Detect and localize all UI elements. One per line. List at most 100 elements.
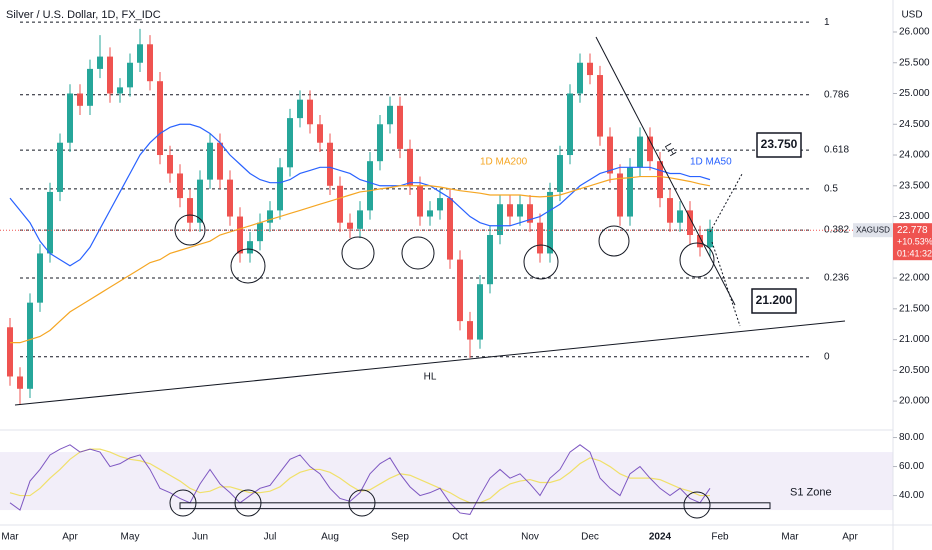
fib-label: 0 [824, 351, 830, 362]
price-tag [893, 223, 932, 261]
x-tick-label: Aug [321, 532, 339, 543]
candle-body [327, 142, 333, 186]
x-tick-label: Feb [711, 532, 729, 543]
x-tick-label: Jul [264, 532, 277, 543]
candle-body [117, 87, 123, 94]
candle-body [447, 198, 453, 260]
x-tick-label: Nov [521, 532, 539, 543]
x-tick-label: Mar [1, 532, 19, 543]
ma-label: 1D MA50 [690, 157, 732, 168]
candle-body [147, 44, 153, 82]
candle-body [307, 99, 313, 125]
x-tick-label: Apr [842, 532, 858, 543]
candle-body [407, 148, 413, 186]
fib-label: 1 [824, 17, 830, 28]
candle-body [527, 204, 533, 223]
y-tick-label: 23.000 [899, 211, 930, 222]
candle-body [697, 234, 703, 248]
candle-body [77, 93, 83, 106]
zone [179, 502, 771, 510]
target-label: 23.750 [761, 137, 798, 151]
candle-body [97, 56, 103, 69]
candle-body [387, 105, 393, 125]
candle-body [487, 234, 493, 285]
candle-body [637, 136, 643, 168]
fib-label: 0.382 [824, 225, 849, 236]
candle-body [367, 161, 373, 211]
candle-body [397, 105, 403, 149]
candle-body [507, 204, 513, 217]
arrow [711, 241, 741, 327]
candle-body [237, 216, 243, 254]
candle-body [107, 56, 113, 94]
candle-body [467, 321, 473, 340]
candle-body [167, 155, 173, 174]
candle-body [557, 155, 563, 192]
x-tick-label: 2024 [649, 532, 672, 543]
circles [169, 214, 715, 519]
candle-body [537, 222, 543, 254]
trendline [14, 320, 846, 406]
y-tick-label: 26.000 [899, 27, 930, 38]
candle-body [477, 284, 483, 340]
candle-body [17, 376, 23, 389]
candle-body [267, 210, 273, 223]
rsi-tick-label: 60.00 [899, 461, 924, 472]
candle-body [417, 185, 423, 217]
candle-body [87, 68, 93, 106]
rsi-line [9, 444, 711, 515]
y-tick-label: 24.000 [899, 150, 930, 161]
candle-body [277, 167, 283, 211]
candle-body [177, 173, 183, 199]
annotation: HL [424, 372, 437, 383]
candle-body [227, 179, 233, 217]
candle-body [127, 62, 133, 88]
y-tick-label: 24.500 [899, 119, 930, 130]
x-tick-label: Jun [192, 532, 208, 543]
candle-body [657, 161, 663, 199]
candle-body [687, 210, 693, 235]
circle [598, 225, 630, 257]
candle-body [217, 142, 223, 180]
candle-body [47, 191, 53, 254]
rsi-tick-label: 80.00 [899, 432, 924, 443]
candle-body [457, 259, 463, 322]
candle-body [647, 136, 653, 162]
candle-body [207, 142, 213, 180]
ma-line [10, 175, 711, 344]
y-tick-label: 23.500 [899, 180, 930, 191]
candle-body [627, 167, 633, 217]
rsi-band [0, 452, 893, 511]
fib-label: 0.786 [824, 89, 849, 100]
y-tick-label: 25.500 [899, 57, 930, 68]
target-box [756, 132, 802, 158]
x-tick-label: Apr [62, 532, 78, 543]
arrow [709, 173, 743, 233]
candle-body [547, 191, 553, 254]
candle-body [247, 241, 253, 254]
candle-body [257, 222, 263, 242]
circle [230, 248, 266, 284]
candle-body [567, 93, 573, 156]
candle-body [137, 44, 143, 63]
x-tick-label: Sep [391, 532, 409, 543]
candle-body [317, 124, 323, 143]
rsi-tick-label: 40.00 [899, 490, 924, 501]
candle-body [677, 210, 683, 223]
plot: 1 0.786 0.618 0.5 0.382 0.236 0 [0, 17, 893, 515]
currency: USD [901, 10, 922, 21]
candle-body [27, 302, 33, 389]
x-tick-label: May [121, 532, 140, 543]
candle-body [347, 222, 353, 229]
price-label: 22.778 [897, 225, 928, 236]
circle [523, 244, 559, 280]
fib-label: 0.236 [824, 273, 849, 284]
candle-body [667, 198, 673, 223]
change-label: +10.53% [897, 237, 932, 247]
zone-label: S1 Zone [790, 487, 832, 499]
candle-body [287, 118, 293, 168]
y-tick-label: 21.000 [899, 334, 930, 345]
candle-body [427, 210, 433, 217]
candle-body [497, 204, 503, 235]
